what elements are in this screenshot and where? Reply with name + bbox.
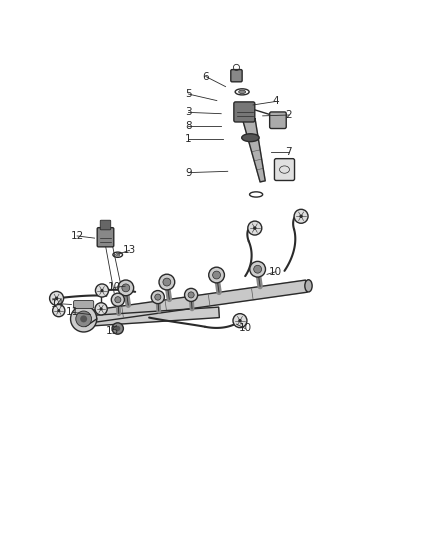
Circle shape xyxy=(95,284,109,297)
Ellipse shape xyxy=(242,134,259,142)
Circle shape xyxy=(122,284,130,292)
Circle shape xyxy=(159,274,175,290)
FancyBboxPatch shape xyxy=(74,301,94,309)
Circle shape xyxy=(253,227,257,230)
Circle shape xyxy=(53,304,65,317)
Circle shape xyxy=(115,297,121,303)
Ellipse shape xyxy=(82,311,89,324)
Circle shape xyxy=(115,326,120,331)
FancyBboxPatch shape xyxy=(234,102,255,122)
Circle shape xyxy=(57,309,60,312)
Circle shape xyxy=(76,311,92,327)
Circle shape xyxy=(238,319,242,322)
Text: 3: 3 xyxy=(185,107,192,117)
Text: 10: 10 xyxy=(269,266,283,277)
FancyBboxPatch shape xyxy=(270,112,286,128)
Circle shape xyxy=(294,209,308,223)
FancyBboxPatch shape xyxy=(275,159,294,181)
FancyBboxPatch shape xyxy=(97,228,114,247)
Circle shape xyxy=(188,292,194,298)
Circle shape xyxy=(163,278,171,286)
Text: 9: 9 xyxy=(185,168,192,177)
Circle shape xyxy=(184,288,198,302)
Ellipse shape xyxy=(239,90,246,94)
Ellipse shape xyxy=(305,280,312,292)
Text: 1: 1 xyxy=(185,134,192,143)
Circle shape xyxy=(100,289,104,292)
Polygon shape xyxy=(89,280,307,323)
Polygon shape xyxy=(243,119,265,182)
Circle shape xyxy=(118,280,134,296)
Circle shape xyxy=(55,297,58,300)
Text: 5: 5 xyxy=(185,89,192,99)
Circle shape xyxy=(250,261,265,277)
Text: 15: 15 xyxy=(106,326,119,336)
Circle shape xyxy=(254,265,261,273)
Circle shape xyxy=(95,303,107,315)
Polygon shape xyxy=(85,307,219,326)
Text: 13: 13 xyxy=(123,245,136,255)
Text: 12: 12 xyxy=(71,231,84,241)
Circle shape xyxy=(209,267,224,283)
Text: 14: 14 xyxy=(51,298,64,309)
Text: 7: 7 xyxy=(286,147,292,157)
Text: 4: 4 xyxy=(272,96,279,107)
Ellipse shape xyxy=(116,253,120,256)
FancyBboxPatch shape xyxy=(231,70,242,82)
Circle shape xyxy=(80,316,87,322)
Circle shape xyxy=(151,290,164,304)
Circle shape xyxy=(112,323,124,334)
Circle shape xyxy=(111,293,124,306)
Circle shape xyxy=(99,308,102,310)
Text: 8: 8 xyxy=(185,121,192,131)
Text: 10: 10 xyxy=(239,324,252,334)
Circle shape xyxy=(155,294,161,300)
Text: 2: 2 xyxy=(286,110,292,120)
Circle shape xyxy=(233,313,247,328)
Circle shape xyxy=(248,221,262,235)
Circle shape xyxy=(71,306,97,332)
Text: 10: 10 xyxy=(108,282,121,293)
Text: 6: 6 xyxy=(203,71,209,82)
Text: 11: 11 xyxy=(66,308,79,317)
FancyBboxPatch shape xyxy=(100,220,111,230)
Circle shape xyxy=(212,271,220,279)
Circle shape xyxy=(299,215,303,218)
Circle shape xyxy=(49,292,64,305)
